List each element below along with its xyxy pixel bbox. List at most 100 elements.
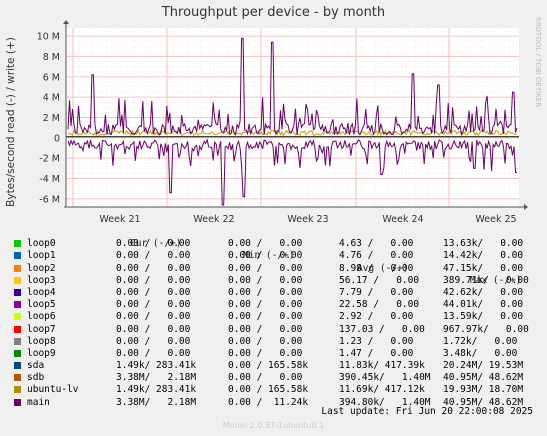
legend-max: 20.24M/ 19.53M — [443, 360, 524, 372]
x-tick-label: Week 23 — [287, 214, 328, 225]
legend-avg: 390.45k/ 1.40M — [339, 372, 431, 384]
legend-swatch — [14, 313, 21, 321]
legend-name: sda — [27, 360, 45, 372]
legend-swatch — [14, 276, 21, 284]
legend-min: 0.00 / 0.00 — [228, 262, 303, 274]
legend-avg: 22.58 / 0.00 — [339, 299, 420, 311]
legend-swatch — [14, 398, 21, 406]
legend-row: loop4 0.00 / 0.00 0.00 / 0.00 7.79 / 0.00 42… — [0, 287, 547, 299]
legend-max: 3.48k/ 0.00 — [443, 347, 518, 359]
legend-max: 1.72k/ 0.00 — [443, 335, 518, 347]
legend-cur: 0.00 / 0.00 — [116, 335, 191, 347]
last-update: Last update: Fri Jun 20 22:00:08 2025 — [321, 406, 533, 417]
y-tick-label: -2 M — [39, 154, 60, 165]
y-tick-label: 6 M — [43, 72, 60, 83]
header-avg: Avg (-/+) — [357, 262, 409, 274]
legend-cur: 0.00 / 0.00 — [116, 262, 191, 274]
x-tick-label: Week 25 — [475, 214, 516, 225]
legend-avg: 8.98 / 0.00 — [339, 262, 414, 274]
y-tick-label: 10 M — [37, 32, 60, 43]
y-tick-label: 8 M — [43, 52, 60, 63]
legend-max: 19.93M/ 18.70M — [443, 384, 524, 396]
series-main-write — [67, 37, 518, 136]
legend-cur: 1.49k/ 283.41k — [116, 360, 197, 372]
chart-title: Throughput per device - by month — [161, 5, 386, 20]
legend-name: loop2 — [27, 262, 56, 274]
legend-min: 0.00 / 0.00 — [228, 323, 303, 335]
legend-min: 0.00 / 11.24k — [228, 396, 309, 408]
legend-min: 0.00 / 0.00 — [228, 274, 303, 286]
legend-cur: 0.00 / 0.00 — [116, 347, 191, 359]
legend-cur: 0.00 / 0.00 — [116, 238, 191, 250]
legend-avg: 4.63 / 0.00 — [339, 238, 414, 250]
header-cur: Cur (-/+) — [130, 238, 182, 250]
legend-max: 40.95M/ 48.62M — [443, 396, 524, 408]
legend-avg: 2.92 / 0.00 — [339, 311, 414, 323]
legend-row: loop3 0.00 / 0.00 0.00 / 0.00 56.17 / 0.00 3… — [0, 275, 547, 287]
legend-avg: 7.79 / 0.00 — [339, 286, 414, 298]
legend-max: 47.15k/ 0.00 — [443, 262, 524, 274]
legend-header: Cur (-/+) Min (-/+) Avg (-/+) Max (-/+) — [0, 226, 547, 286]
legend-avg: 11.69k/ 417.12k — [339, 384, 425, 396]
legend-row: main 3.38M/ 2.18M 0.00 / 11.24k 394.80k/ 1.… — [0, 397, 547, 409]
legend-cur: 0.00 / 0.00 — [116, 250, 191, 262]
x-tick-label: Week 24 — [382, 214, 423, 225]
legend-swatch — [14, 349, 21, 357]
legend-name: loop0 — [27, 238, 56, 250]
y-tick-label: 4 M — [43, 93, 60, 104]
legend-avg: 4.76 / 0.00 — [339, 250, 414, 262]
legend-name: loop8 — [27, 335, 56, 347]
legend-avg: 56.17 / 0.00 — [339, 274, 420, 286]
legend-row: loop9 0.00 / 0.00 0.00 / 0.00 1.47 / 0.00 3.… — [0, 348, 547, 360]
legend-name: loop6 — [27, 311, 56, 323]
legend-max: 42.62k/ 0.00 — [443, 286, 524, 298]
legend-swatch — [14, 362, 21, 370]
legend-row: loop1 0.00 / 0.00 0.00 / 0.00 4.76 / 0.00 14… — [0, 250, 547, 262]
y-tick-labels: 10 M 8 M 6 M 4 M 2 M 0 -2 M -4 M -6 M — [37, 32, 60, 206]
y-tick-label: -6 M — [39, 194, 60, 205]
legend-cur: 0.00 / 0.00 — [116, 323, 191, 335]
legend-swatch — [14, 337, 21, 345]
legend-avg: 11.83k/ 417.39k — [339, 360, 425, 372]
legend-cur: 0.00 / 0.00 — [116, 299, 191, 311]
legend-row: ubuntu-lv 1.49k/ 283.41k 0.00 / 165.58k 11.… — [0, 384, 547, 396]
legend-row: loop5 0.00 / 0.00 0.00 / 0.00 22.58 / 0.00 4… — [0, 299, 547, 311]
x-tick-labels: Week 21 Week 22 Week 23 Week 24 Week 25 — [99, 214, 516, 225]
header-max: Max (-/+) — [470, 274, 522, 286]
legend-max: 13.63k/ 0.00 — [443, 238, 524, 250]
legend-swatch — [14, 301, 21, 309]
legend-name: loop9 — [27, 347, 56, 359]
legend-cur: 0.00 / 0.00 — [116, 274, 191, 286]
legend-max: 40.95M/ 48.62M — [443, 372, 524, 384]
legend-avg: 394.80k/ 1.40M — [339, 396, 431, 408]
x-axis-arrow — [524, 204, 528, 210]
legend-swatch — [14, 252, 21, 260]
legend-name: loop1 — [27, 250, 56, 262]
legend-name: loop4 — [27, 286, 56, 298]
legend-min: 0.00 / 0.00 — [228, 299, 303, 311]
legend-min: 0.00 / 0.00 — [228, 250, 303, 262]
legend-avg: 1.23 / 0.00 — [339, 335, 414, 347]
y-tick-label: 0 — [54, 133, 60, 144]
munin-footer: Munin 2.0.37-1ubuntu0.1 — [222, 421, 325, 430]
legend-table: Cur (-/+) Min (-/+) Avg (-/+) Max (-/+) … — [0, 226, 547, 409]
x-tick-label: Week 22 — [193, 214, 234, 225]
legend-name: loop7 — [27, 323, 56, 335]
legend-name: sdb — [27, 372, 45, 384]
legend-swatch — [14, 288, 21, 296]
legend-min: 0.00 / 0.00 — [228, 311, 303, 323]
legend-max: 13.59k/ 0.00 — [443, 311, 524, 323]
legend-min: 0.00 / 0.00 — [228, 238, 303, 250]
legend-avg: 1.47 / 0.00 — [339, 347, 414, 359]
legend-min: 0.00 / 0.00 — [228, 335, 303, 347]
legend-name: ubuntu-lv — [27, 384, 79, 396]
legend-max: 389.71k/ 0.00 — [443, 274, 529, 286]
legend-row: loop6 0.00 / 0.00 0.00 / 0.00 2.92 / 0.00 13… — [0, 311, 547, 323]
legend-name: loop3 — [27, 274, 56, 286]
y-tick-label: -4 M — [39, 174, 60, 185]
legend-min: 0.00 / 165.58k — [228, 360, 309, 372]
series-main-read — [67, 138, 517, 206]
legend-cur: 3.38M/ 2.18M — [116, 396, 197, 408]
legend-swatch — [14, 386, 21, 394]
legend-cur: 0.00 / 0.00 — [116, 286, 191, 298]
